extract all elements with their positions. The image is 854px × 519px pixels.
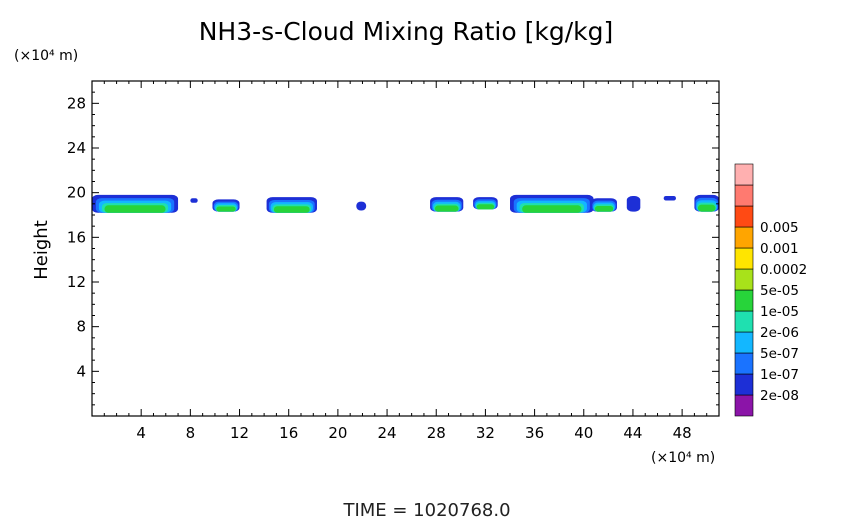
colorbar-swatch — [734, 373, 754, 396]
y-tick-label: 4 — [76, 362, 86, 380]
colorbar: 2e-08 1e-07 5e-07 2e-06 1e-05 5e-05 0.0002 0.00… — [734, 163, 807, 417]
x-unit-label: (×10⁴ m) — [651, 450, 715, 466]
cloud-contour — [697, 204, 716, 212]
x-tick-label: 16 — [279, 424, 298, 442]
colorbar-label: 2e-08 — [760, 388, 799, 404]
y-tick-label: 8 — [76, 318, 86, 336]
colorbar-swatch — [734, 331, 754, 354]
y-tick-label: 20 — [67, 184, 86, 202]
x-tick-label: 48 — [673, 424, 692, 442]
colorbar-swatch — [734, 352, 754, 375]
colorbar-swatch — [734, 394, 754, 417]
y-unit-label: (×10⁴ m) — [14, 48, 78, 64]
x-tick-label: 32 — [476, 424, 495, 442]
cloud-layer — [92, 194, 719, 213]
x-tick-label: 4 — [136, 424, 146, 442]
x-tick-label: 8 — [186, 424, 196, 442]
cloud-contour — [273, 206, 310, 213]
colorbar-label: 0.001 — [760, 241, 799, 257]
cloud-contour — [190, 198, 198, 203]
colorbar-label: 1e-07 — [760, 367, 799, 383]
cloud-contour — [594, 206, 614, 212]
y-axis: 4 8 12 16 20 24 28 — [67, 91, 719, 406]
plot-frame — [91, 80, 720, 417]
colorbar-label: 1e-05 — [760, 304, 799, 320]
y-tick-label: 24 — [67, 139, 86, 157]
x-axis: 4 8 12 16 20 24 28 32 36 40 44 48 — [103, 81, 708, 442]
colorbar-swatch — [734, 226, 754, 249]
colorbar-label: 2e-06 — [760, 325, 799, 341]
cloud-contour — [434, 205, 459, 212]
colorbar-swatch — [734, 268, 754, 291]
cloud-contour — [356, 201, 367, 211]
colorbar-swatch — [734, 247, 754, 270]
y-axis-label: Height — [31, 220, 52, 280]
cloud-contour — [522, 205, 582, 213]
colorbar-label: 0.0002 — [760, 262, 807, 278]
colorbar-label: 5e-07 — [760, 346, 799, 362]
cloud-contour — [626, 196, 641, 212]
x-tick-label: 44 — [623, 424, 642, 442]
colorbar-swatch — [734, 184, 754, 207]
y-tick-label: 16 — [67, 228, 86, 246]
x-tick-label: 36 — [525, 424, 544, 442]
time-footer: TIME = 1020768.0 — [342, 500, 510, 519]
x-tick-label: 40 — [574, 424, 593, 442]
x-tick-label: 12 — [230, 424, 249, 442]
cloud-contour — [216, 206, 236, 212]
x-tick-label: 28 — [427, 424, 446, 442]
colorbar-label: 5e-05 — [760, 283, 799, 299]
colorbar-swatch — [734, 163, 754, 186]
cloud-contour — [476, 204, 495, 210]
y-tick-label: 12 — [67, 273, 86, 291]
colorbar-label: 0.005 — [760, 220, 799, 236]
x-tick-label: 20 — [328, 424, 347, 442]
colorbar-swatch — [734, 310, 754, 333]
y-tick-label: 28 — [67, 94, 86, 112]
chart-title: NH3-s-Cloud Mixing Ratio [kg/kg] — [199, 17, 614, 46]
cloud-contour — [663, 196, 676, 201]
cloud-contour — [104, 205, 166, 213]
colorbar-swatch — [734, 205, 754, 228]
x-tick-label: 24 — [378, 424, 397, 442]
colorbar-swatch — [734, 289, 754, 312]
